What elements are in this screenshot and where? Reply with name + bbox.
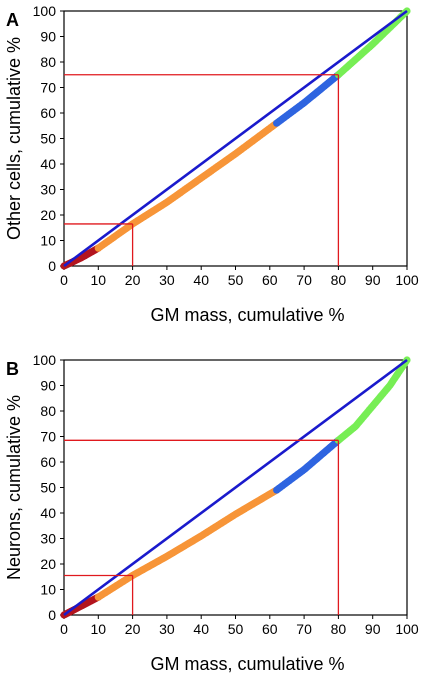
x-tick-label: 60 xyxy=(262,621,278,637)
x-tick-label: 90 xyxy=(365,272,381,288)
y-axis-title: Neurons, cumulative % xyxy=(4,395,24,580)
y-axis-title: Other cells, cumulative % xyxy=(4,37,24,240)
y-tick-label: 80 xyxy=(40,54,56,70)
x-tick-label: 50 xyxy=(228,621,244,637)
y-tick-label: 80 xyxy=(40,403,56,419)
y-tick-label: 30 xyxy=(40,182,56,198)
equality-line xyxy=(63,358,408,617)
x-tick-label: 30 xyxy=(159,621,175,637)
x-tick-label: 60 xyxy=(262,272,278,288)
x-tick-label: 50 xyxy=(228,272,244,288)
y-tick-label: 40 xyxy=(40,505,56,521)
x-tick-label: 100 xyxy=(395,621,419,637)
x-tick-label: 100 xyxy=(395,272,419,288)
y-tick-label: 20 xyxy=(40,207,56,223)
x-axis-title: GM mass, cumulative % xyxy=(150,305,344,325)
y-tick-label: 0 xyxy=(48,258,56,274)
x-tick-label: 20 xyxy=(125,272,141,288)
x-tick-label: 30 xyxy=(159,272,175,288)
panel-label: A xyxy=(6,10,19,30)
y-tick-label: 20 xyxy=(40,556,56,572)
panel-label: B xyxy=(6,359,19,379)
y-tick-label: 100 xyxy=(33,3,57,19)
y-tick-label: 90 xyxy=(40,29,56,45)
y-tick-label: 30 xyxy=(40,531,56,547)
y-tick-label: 10 xyxy=(40,233,56,249)
y-tick-label: 60 xyxy=(40,454,56,470)
y-tick-label: 0 xyxy=(48,607,56,623)
x-axis-title: GM mass, cumulative % xyxy=(150,654,344,674)
x-tick-label: 80 xyxy=(331,272,347,288)
x-tick-label: 10 xyxy=(91,272,107,288)
x-tick-label: 80 xyxy=(331,621,347,637)
x-tick-label: 10 xyxy=(91,621,107,637)
x-tick-label: 40 xyxy=(193,621,209,637)
y-tick-label: 70 xyxy=(40,80,56,96)
y-tick-label: 50 xyxy=(40,131,56,147)
y-tick-label: 60 xyxy=(40,105,56,121)
x-tick-label: 0 xyxy=(60,621,68,637)
x-tick-label: 0 xyxy=(60,272,68,288)
x-tick-label: 40 xyxy=(193,272,209,288)
x-tick-label: 70 xyxy=(296,621,312,637)
x-tick-label: 70 xyxy=(296,272,312,288)
chart-panel-b: B 0 10 20 30 40 50 60 70 80 90 100 0 10 20 30 40 50 60 70 80… xyxy=(4,352,419,674)
y-tick-label: 10 xyxy=(40,582,56,598)
y-tick-label: 70 xyxy=(40,429,56,445)
y-tick-label: 100 xyxy=(33,352,57,368)
x-tick-label: 20 xyxy=(125,621,141,637)
x-tick-label: 90 xyxy=(365,621,381,637)
chart-panel-a: A 0 10 20 30 40 50 60 70 80 90 100 0 10 20 30 40 50 60 70 80… xyxy=(4,3,419,325)
y-tick-label: 50 xyxy=(40,480,56,496)
y-tick-label: 90 xyxy=(40,378,56,394)
y-tick-label: 40 xyxy=(40,156,56,172)
